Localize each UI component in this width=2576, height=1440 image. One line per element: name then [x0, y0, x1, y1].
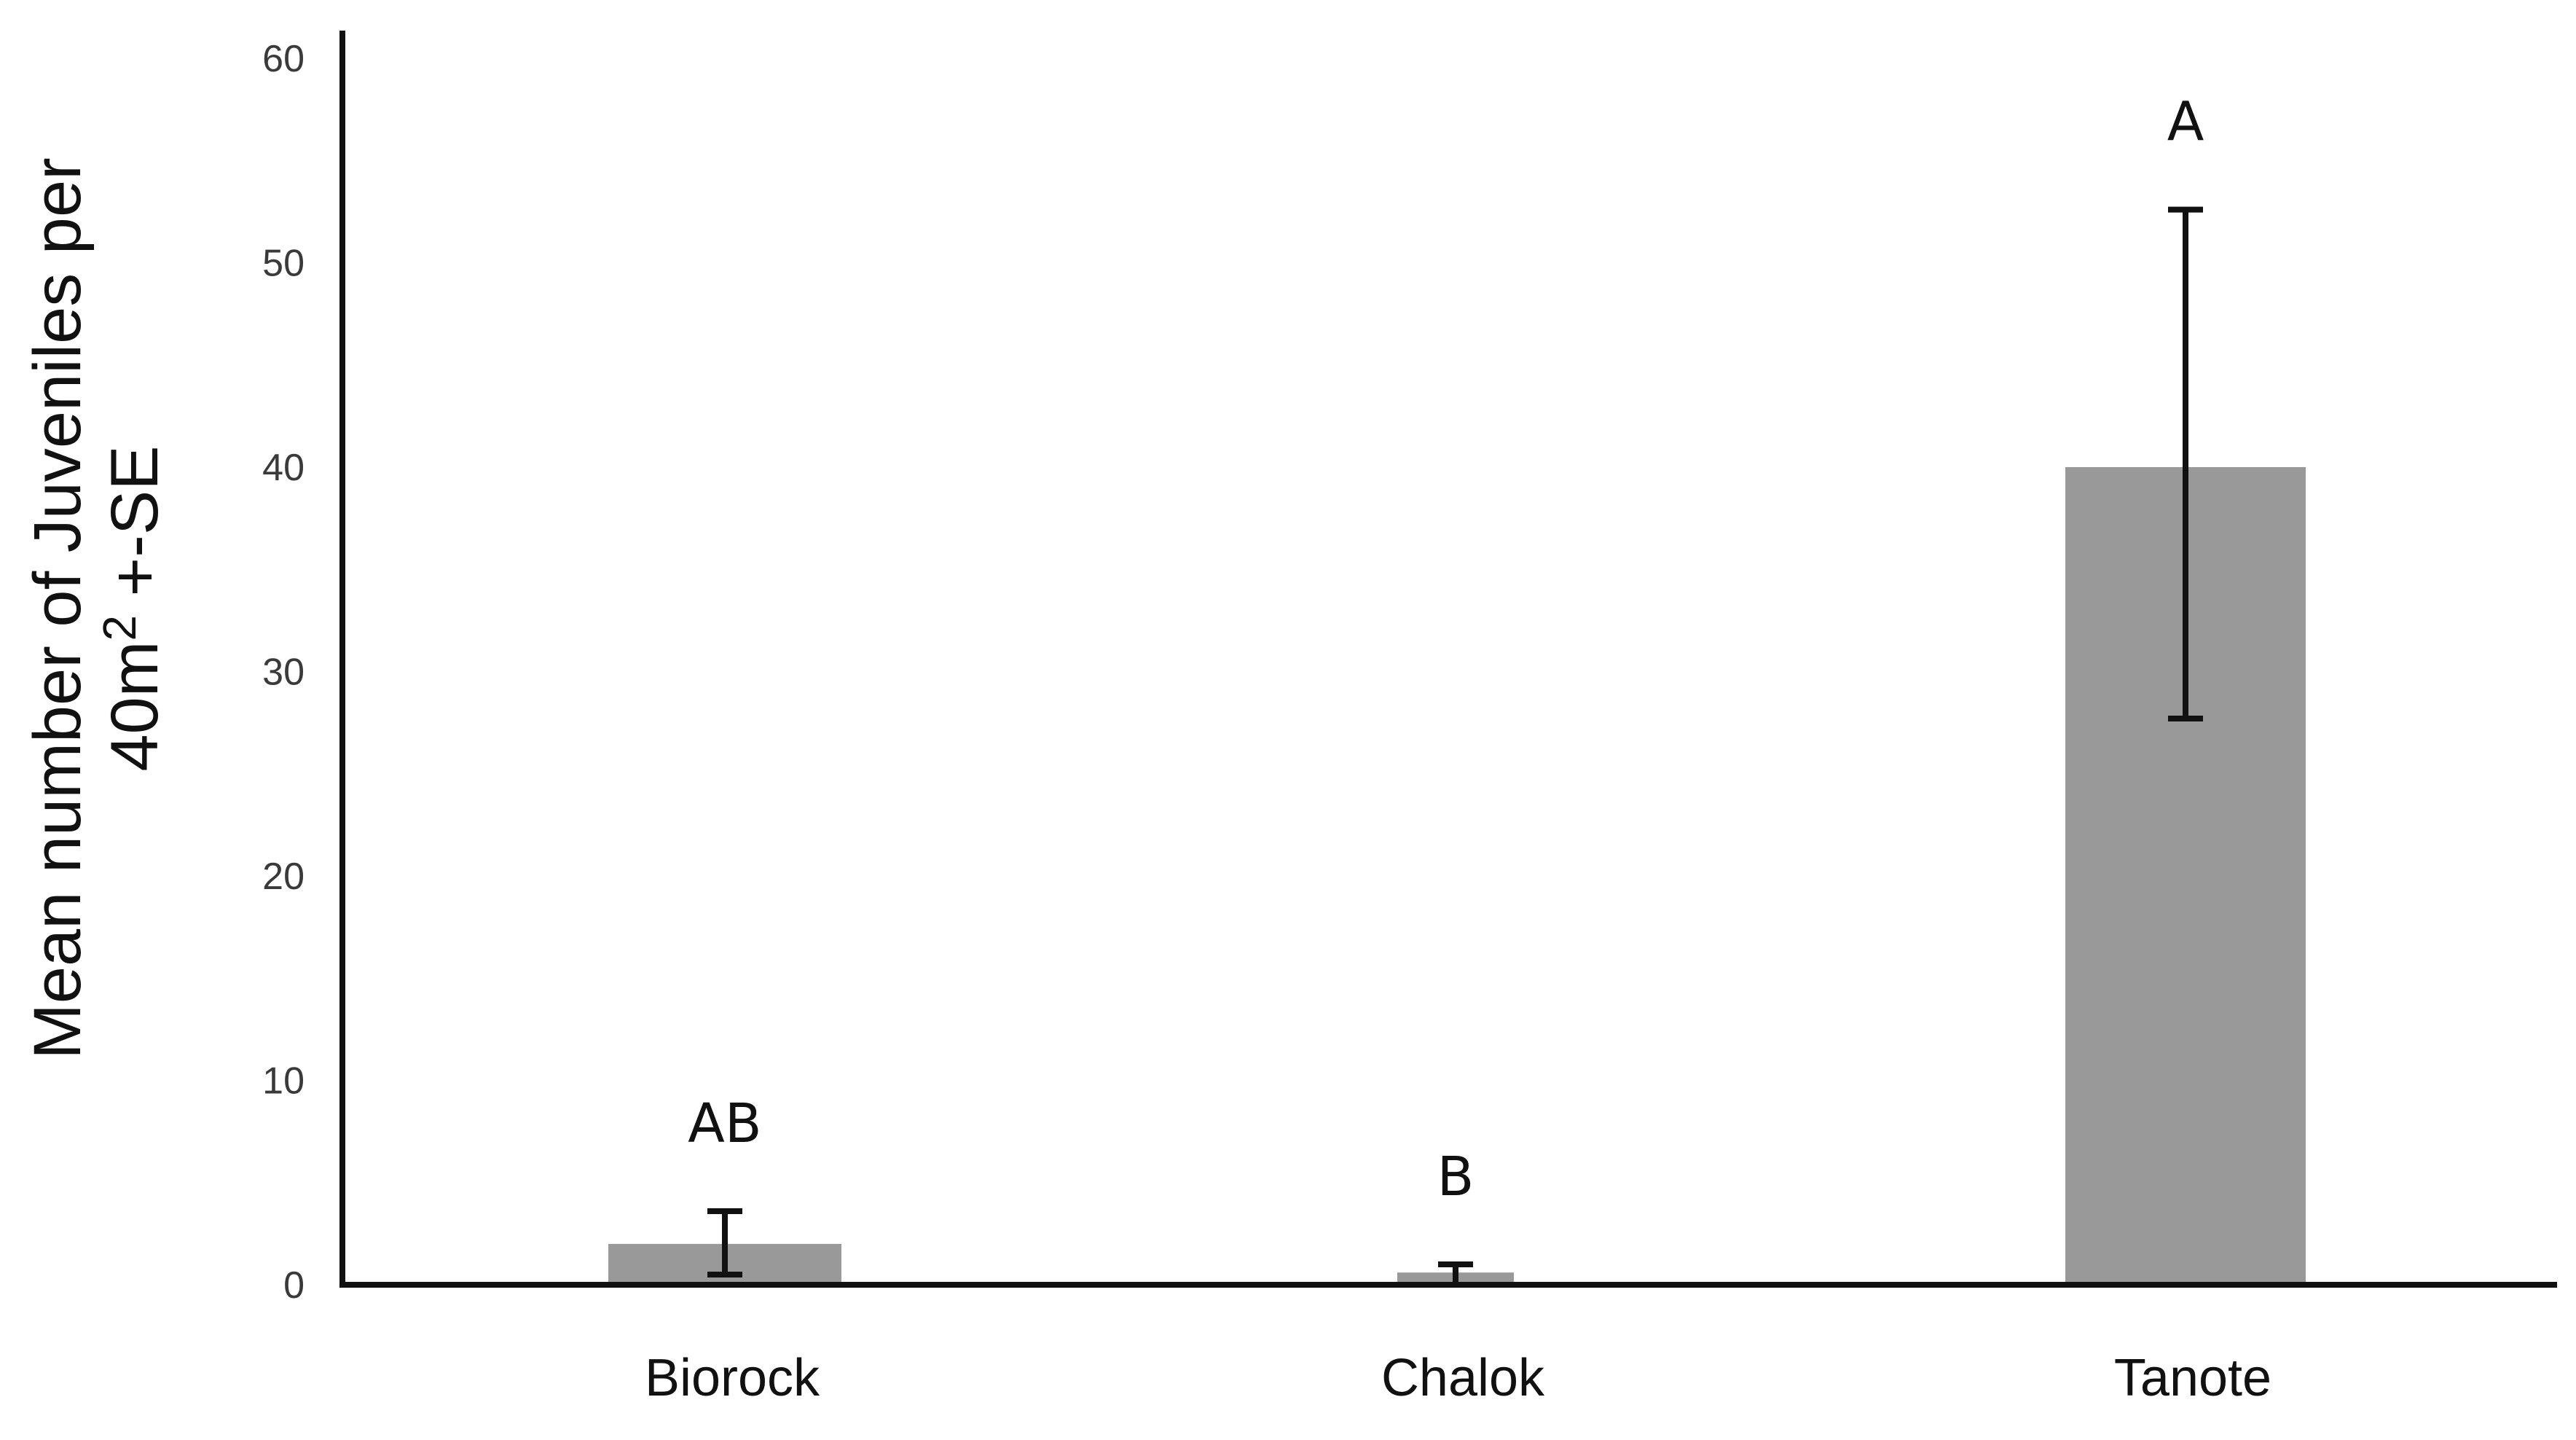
- category-label: Tanote: [2114, 1349, 2271, 1407]
- y-tick-label: 40: [262, 447, 305, 489]
- y-axis-label-line1: Mean number of Juveniles per: [20, 157, 95, 1060]
- y-tick-labels: 0 10 20 30 40 50 60: [262, 38, 305, 1307]
- y-tick-label: 30: [262, 651, 305, 694]
- significance-letter: B: [1437, 1146, 1474, 1208]
- y-axis-label-line2: 40m2 +-SE: [93, 445, 172, 771]
- y-tick-label: 10: [262, 1060, 305, 1103]
- svg-text:Mean number of Juveniles per: Mean number of Juveniles per: [20, 157, 95, 1060]
- y-tick-label: 20: [262, 856, 305, 898]
- category-label: Biorock: [645, 1349, 820, 1407]
- error-bar: [2168, 206, 2203, 722]
- category-label: Chalok: [1381, 1349, 1545, 1407]
- y-tick-label: 60: [262, 38, 305, 80]
- error-bar: [707, 1208, 742, 1277]
- y-tick-label: 50: [262, 243, 305, 285]
- category-labels: Biorock Chalok Tanote: [645, 1349, 2271, 1407]
- significance-letter: A: [2167, 91, 2204, 154]
- error-bars: [707, 206, 2203, 1288]
- significance-letters: AB B A: [688, 91, 2204, 1208]
- y-tick-label: 0: [283, 1264, 305, 1307]
- significance-letter: AB: [688, 1092, 761, 1155]
- y-axis-label: Mean number of Juveniles per 40m2 +-SE: [20, 157, 172, 1060]
